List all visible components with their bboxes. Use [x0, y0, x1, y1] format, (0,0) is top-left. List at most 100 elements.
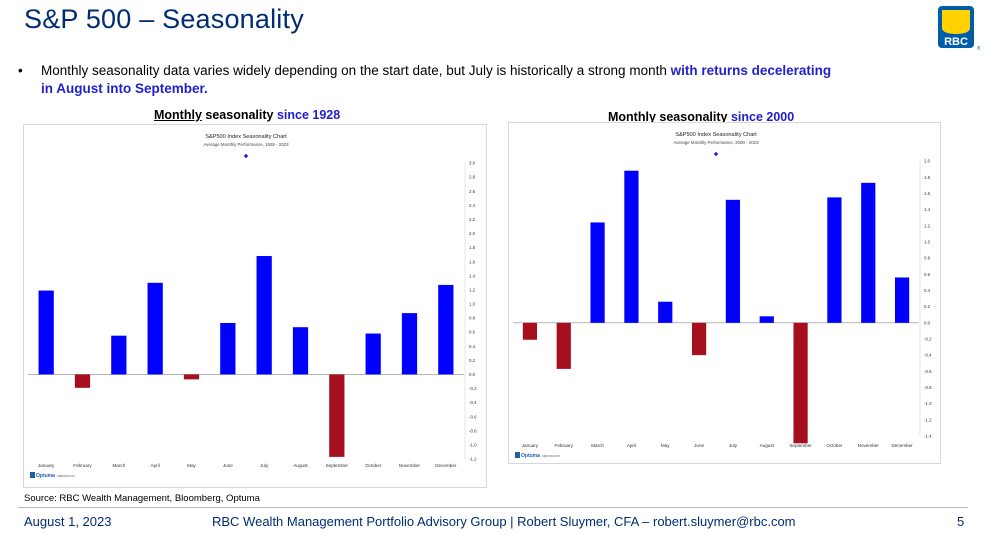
- slide-title: S&P 500 – Seasonality: [24, 4, 304, 34]
- chart-right: S&P500 Index Seasonality Chart Average Mo…: [513, 132, 932, 459]
- x-tick-label: October: [826, 443, 843, 448]
- chart-subtitle: Average Monthly Performance, 2000 - 2023: [673, 140, 759, 145]
- y-tick-label: 2.6: [469, 189, 476, 194]
- bullet-end-text: .: [204, 81, 208, 96]
- footer-divider: [18, 507, 968, 508]
- bullet-highlight-text: with returns decelerating in August into…: [41, 63, 832, 96]
- x-tick-label: May: [187, 463, 196, 468]
- bar-november: [861, 182, 876, 323]
- x-tick-label: November: [399, 463, 421, 468]
- optuma-logo-text: Optuma: [36, 473, 55, 479]
- y-tick-label: 0.8: [469, 316, 476, 321]
- y-tick-label: 1.8: [469, 245, 476, 250]
- chart-subtitle: Average Monthly Performance, 1928 - 2023: [203, 142, 289, 147]
- chart-left: S&P500 Index Seasonality Chart Average Mo…: [28, 134, 477, 479]
- bar-march: [111, 335, 127, 375]
- bar-august: [292, 327, 309, 375]
- y-tick-label: -1.2: [469, 457, 477, 462]
- x-tick-label: May: [661, 443, 670, 448]
- bar-january: [38, 290, 54, 375]
- optuma-logo-text: Optuma: [521, 453, 540, 459]
- bar-june: [691, 322, 707, 356]
- y-tick-label: 2.8: [469, 175, 476, 180]
- rbc-logo-lion: [942, 10, 970, 34]
- x-tick-label: February: [555, 443, 574, 448]
- y-tick-label: 1.8: [924, 175, 931, 180]
- diamond-marker: [243, 153, 249, 159]
- y-tick-label: -0.2: [469, 386, 477, 391]
- bar-february: [74, 374, 91, 388]
- chart-title: S&P500 Index Seasonality Chart: [205, 134, 287, 140]
- bar-october: [365, 333, 381, 375]
- y-tick-label: 1.4: [469, 273, 476, 278]
- y-tick-label: -0.4: [924, 353, 932, 358]
- bullet-text: Monthly seasonality data varies widely d…: [41, 62, 841, 98]
- x-tick-label: December: [891, 443, 913, 448]
- source-note: Source: RBC Wealth Management, Bloomberg…: [24, 493, 260, 504]
- bar-august: [759, 316, 774, 323]
- y-tick-label: 1.0: [924, 239, 931, 244]
- y-tick-label: 2.2: [469, 217, 476, 222]
- y-tick-label: -1.2: [924, 417, 932, 422]
- bar-february: [556, 322, 571, 369]
- bullet-main-text: Monthly seasonality data varies widely d…: [41, 63, 671, 78]
- x-tick-label: July: [260, 463, 269, 468]
- y-tick-label: -0.6: [924, 369, 932, 374]
- y-tick-label: 1.0: [469, 302, 476, 307]
- page-number: 5: [957, 514, 965, 529]
- rbc-logo: RBC ®: [938, 6, 980, 52]
- chart-left-frame: S&P500 Index Seasonality Chart Average Mo…: [23, 124, 487, 488]
- bar-june: [220, 322, 236, 375]
- y-tick-label: 1.6: [469, 259, 476, 264]
- diamond-marker: [713, 151, 719, 157]
- x-tick-label: June: [223, 463, 233, 468]
- y-tick-label: 0.0: [924, 320, 931, 325]
- y-tick-label: 2.0: [924, 159, 931, 164]
- y-tick-label: 3.0: [469, 161, 476, 166]
- y-tick-label: -0.8: [469, 428, 477, 433]
- bar-march: [590, 222, 605, 323]
- y-tick-label: -0.4: [469, 400, 477, 405]
- y-tick-label: 0.6: [469, 330, 476, 335]
- bar-january: [522, 322, 538, 340]
- optuma-url: optuma.com: [57, 474, 75, 478]
- y-tick-label: 2.0: [469, 231, 476, 236]
- optuma-logo-icon: [515, 452, 520, 458]
- y-tick-label: 0.4: [924, 288, 931, 293]
- bar-december: [894, 277, 910, 323]
- bar-december: [438, 284, 454, 375]
- y-tick-label: 0.4: [469, 344, 476, 349]
- y-tick-label: -1.0: [469, 443, 477, 448]
- rbc-logo-registered: ®: [977, 45, 980, 52]
- footer-author: RBC Wealth Management Portfolio Advisory…: [212, 514, 796, 529]
- x-tick-label: April: [627, 443, 636, 448]
- x-tick-label: September: [789, 443, 812, 448]
- y-tick-label: 0.8: [924, 256, 931, 261]
- x-tick-label: November: [858, 443, 880, 448]
- chart-title: S&P500 Index Seasonality Chart: [675, 132, 757, 138]
- y-tick-label: -0.2: [924, 337, 932, 342]
- y-tick-label: -0.6: [469, 414, 477, 419]
- bullet-dot: •: [18, 63, 23, 78]
- bar-may: [183, 374, 200, 380]
- y-tick-label: 2.4: [469, 203, 476, 208]
- x-tick-label: March: [591, 443, 604, 448]
- x-tick-label: October: [365, 463, 382, 468]
- x-tick-label: February: [73, 463, 92, 468]
- x-tick-label: January: [522, 443, 539, 448]
- bar-november: [401, 313, 418, 375]
- x-tick-label: January: [38, 463, 55, 468]
- x-tick-label: April: [151, 463, 160, 468]
- y-tick-label: 1.2: [924, 223, 931, 228]
- x-tick-label: July: [729, 443, 738, 448]
- x-tick-label: June: [694, 443, 704, 448]
- bar-april: [624, 170, 639, 323]
- y-tick-label: 1.6: [924, 191, 931, 196]
- x-tick-label: March: [112, 463, 125, 468]
- bar-july: [256, 256, 272, 375]
- y-tick-label: 0.6: [924, 272, 931, 277]
- y-tick-label: -1.0: [924, 401, 932, 406]
- y-tick-label: 0.0: [469, 372, 476, 377]
- heading-left-chart: Monthly seasonality since 1928: [154, 108, 341, 122]
- rbc-logo-text: RBC: [944, 36, 968, 48]
